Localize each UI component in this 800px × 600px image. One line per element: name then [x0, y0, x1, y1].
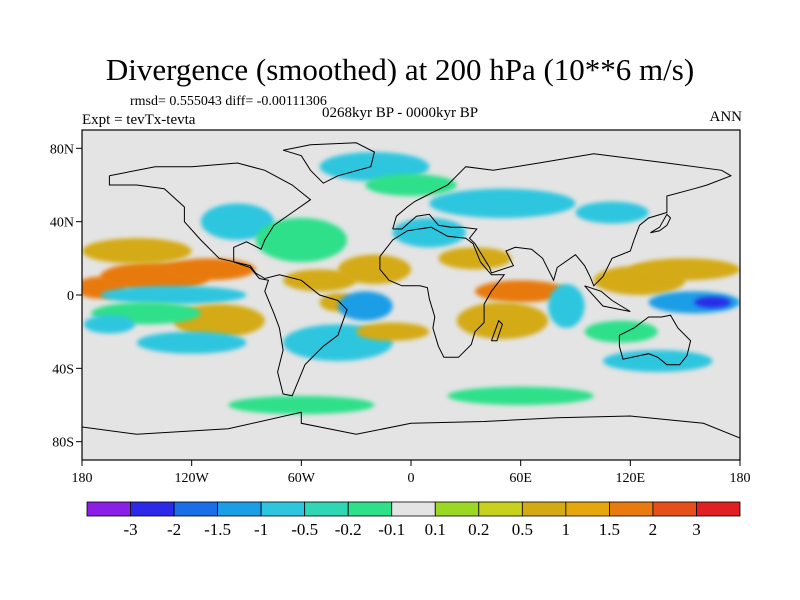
plot-title: Divergence (smoothed) at 200 hPa (10**6 …: [105, 52, 695, 87]
y-tick-label: 40S: [52, 362, 74, 377]
field-region: [602, 350, 713, 372]
coastline-path: [490, 319, 503, 342]
colorbar-swatch: [434, 501, 480, 517]
rmsd-diff-stats: rmsd= 0.555043 diff= -0.00111306: [130, 94, 327, 109]
colorbar-label: -0.1: [378, 520, 405, 539]
coastline-path: [392, 153, 733, 287]
x-axis-ticks: 180 120W 60W 0 60E 120E 180: [72, 460, 751, 486]
field-region: [429, 188, 576, 218]
colorbar-swatch: [304, 501, 349, 517]
colorbar-label: -0.5: [291, 520, 318, 539]
colorbar-label: 0.2: [468, 520, 489, 539]
colorbar-swatch: [478, 501, 523, 517]
coastline-path: [379, 226, 506, 358]
x-tick-label: 60E: [509, 471, 532, 486]
colorbar-swatch: [260, 501, 306, 517]
field-region: [548, 284, 585, 328]
x-tick-label: 180: [730, 471, 751, 486]
field-region: [82, 238, 192, 264]
colorbar: -3 -2 -1.5 -1 -0.5 -0.2 -0.1 0.1 0.2 0.5 1 1.5 2 3: [86, 501, 741, 539]
coastline-path: [82, 411, 740, 439]
y-tick-label: 40N: [50, 216, 74, 231]
field-region: [392, 218, 466, 248]
field-region: [584, 320, 658, 343]
field-region: [319, 152, 430, 182]
field-region: [200, 203, 274, 241]
x-tick-label: 120E: [616, 471, 646, 486]
colorbar-label: 1: [562, 520, 571, 539]
field-region: [365, 174, 457, 196]
colorbar-label: 1.5: [599, 520, 620, 539]
field-region: [694, 296, 731, 308]
y-axis-ticks: 80N 40N 0 40S 80S: [50, 142, 82, 451]
field-region: [438, 247, 512, 270]
field-region: [164, 258, 256, 281]
x-tick-label: 180: [72, 471, 93, 486]
x-tick-label: 0: [408, 471, 415, 486]
coastline-path: [650, 213, 672, 234]
colorbar-swatch: [565, 501, 610, 517]
field-region: [447, 386, 594, 406]
field-region: [456, 302, 549, 339]
field-region: [255, 218, 348, 262]
field-region: [136, 331, 247, 354]
colorbar-label: -1: [254, 520, 268, 539]
y-tick-label: 0: [67, 289, 74, 304]
coastlines: [82, 142, 740, 439]
colorbar-swatch: [217, 501, 262, 517]
colorbar-swatch: [609, 501, 654, 517]
coastline-path: [618, 314, 692, 366]
colorbar-swatch: [130, 501, 175, 517]
colorbar-label: 3: [692, 520, 701, 539]
y-tick-label: 80N: [50, 142, 74, 157]
colorbar-swatch: [696, 501, 741, 517]
colorbar-label: 0.1: [425, 520, 446, 539]
experiment-label: Expt = tevTx-tevta: [82, 112, 196, 128]
colorbar-label: -3: [123, 520, 137, 539]
field-region: [100, 285, 247, 305]
divergence-field: [82, 152, 740, 415]
colorbar-swatch: [86, 501, 131, 517]
colorbar-swatch: [652, 501, 697, 517]
field-region: [630, 258, 740, 281]
field-region: [228, 395, 375, 415]
field-region: [283, 269, 357, 292]
coastline-path: [584, 285, 631, 312]
field-region: [575, 201, 649, 224]
colorbar-swatch: [347, 501, 393, 517]
colorbar-label: -1.5: [204, 520, 231, 539]
colorbar-label: 2: [649, 520, 658, 539]
field-region: [83, 315, 136, 334]
colorbar-label: -0.2: [335, 520, 362, 539]
season-label: ANN: [709, 109, 743, 125]
x-tick-label: 60W: [288, 471, 316, 486]
colorbar-swatch: [173, 501, 218, 517]
coastline-path: [282, 142, 375, 184]
colorbar-swatch: [521, 501, 567, 517]
field-region: [337, 254, 412, 284]
coastline-path: [108, 162, 348, 397]
field-region: [356, 322, 430, 341]
field-region: [337, 291, 393, 321]
x-tick-label: 120W: [175, 471, 210, 486]
y-tick-label: 80S: [52, 436, 74, 451]
period-label: 0268kyr BP - 0000kyr BP: [322, 105, 479, 121]
colorbar-swatch: [391, 501, 436, 517]
colorbar-label: 0.5: [512, 520, 533, 539]
field-region: [474, 280, 567, 303]
colorbar-label: -2: [167, 520, 181, 539]
